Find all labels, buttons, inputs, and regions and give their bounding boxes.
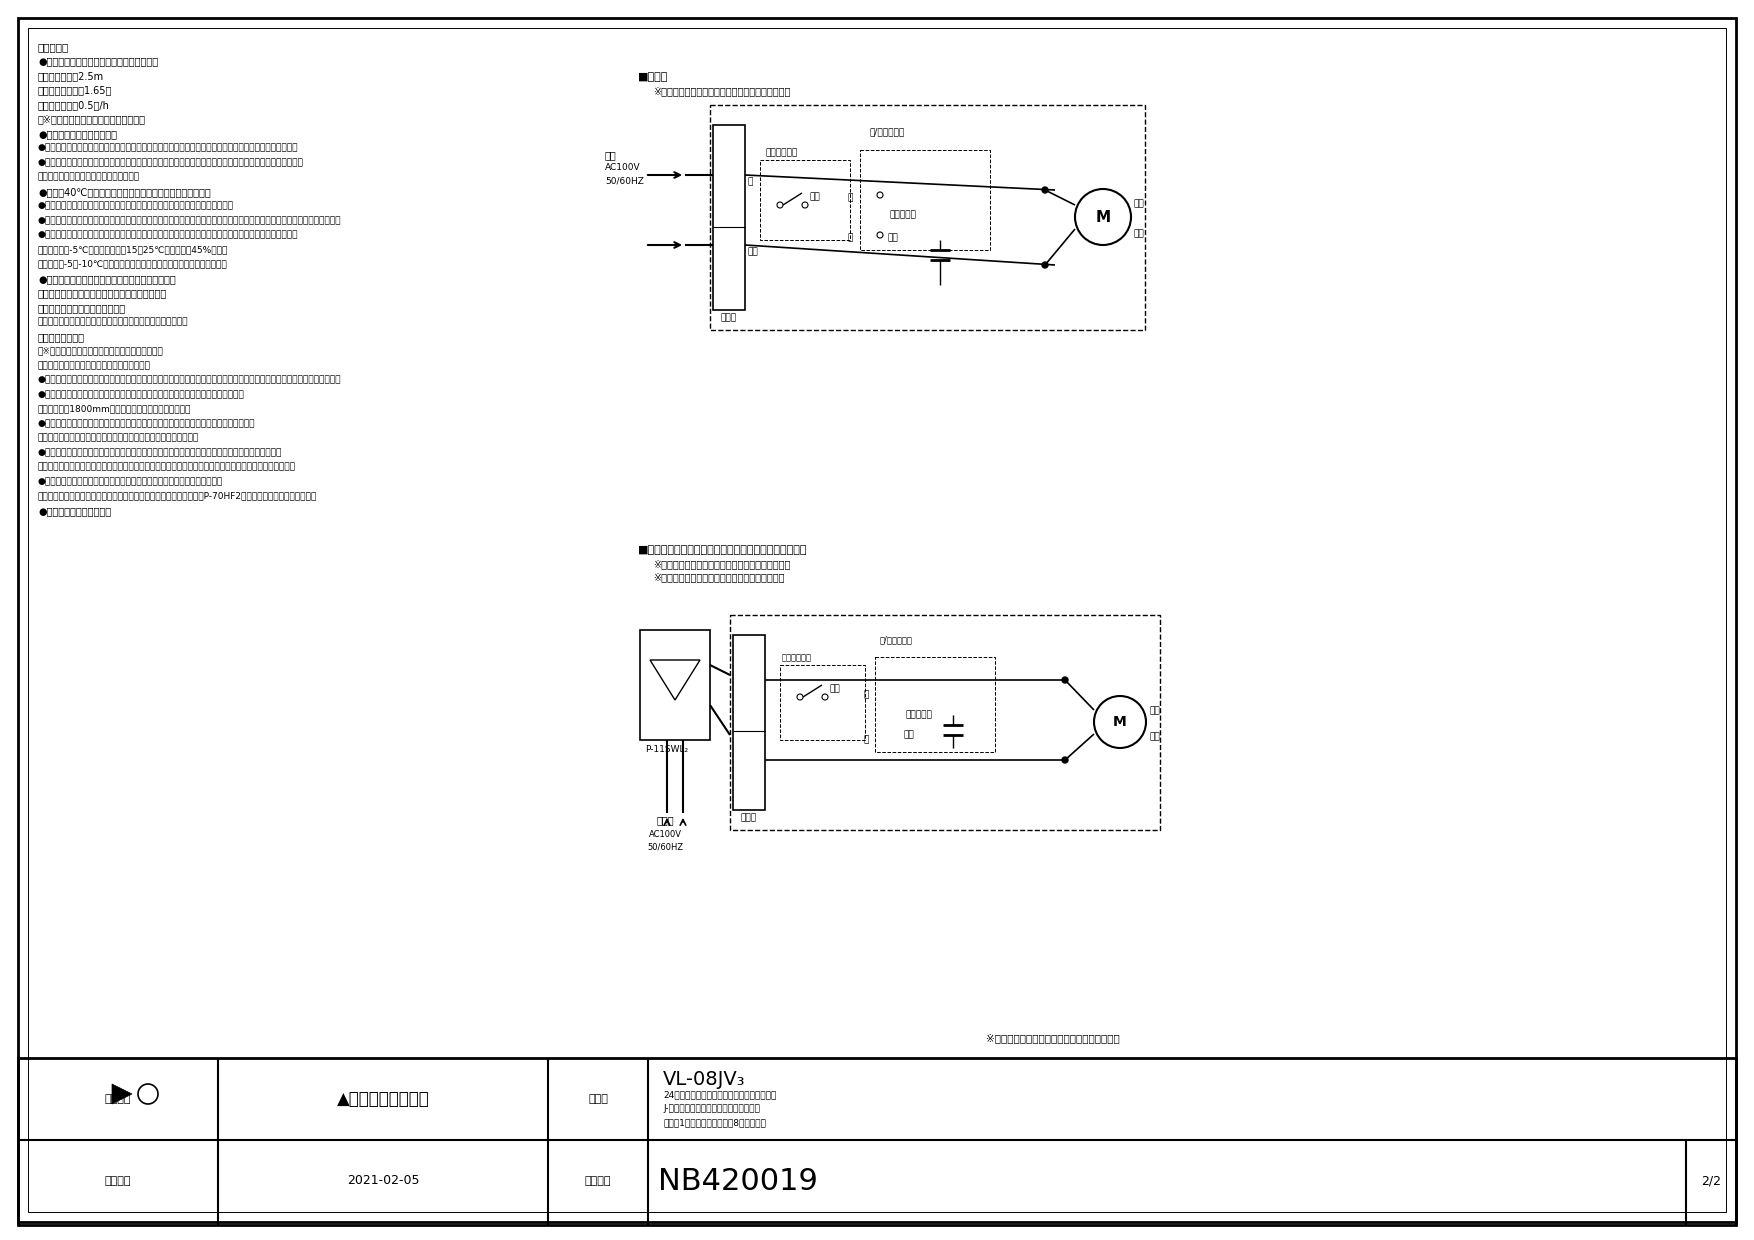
Text: ※強弱の切換は本体スイッチをご使用ください。: ※強弱の切換は本体スイッチをご使用ください。 — [652, 572, 784, 582]
Text: 整理番号: 整理番号 — [584, 1176, 610, 1185]
Text: ※寒冷地では使用しないでください。: ※寒冷地では使用しないでください。 — [39, 114, 146, 124]
Text: ・外気温が低いときや、雪や風、雨の強いとき: ・外気温が低いときや、雪や風、雨の強いとき — [39, 289, 167, 299]
Text: アカ: アカ — [747, 247, 758, 255]
Text: ●高温（40℃以上）になる場所には装付けないでください。: ●高温（40℃以上）になる場所には装付けないでください。 — [39, 187, 210, 197]
Text: ・換気回数：0.5回/h: ・換気回数：0.5回/h — [39, 100, 111, 110]
Text: ※仕様は場合により変演することがあります。: ※仕様は場合により変演することがあります。 — [986, 1033, 1121, 1043]
Text: シロ: シロ — [1149, 706, 1159, 715]
Text: 電　源: 電 源 — [656, 815, 674, 825]
Bar — [759, 160, 851, 241]
Text: 弱: 弱 — [863, 735, 868, 744]
Text: ●下記のような場合は、運転を停止してください。: ●下記のような場合は、運転を停止してください。 — [39, 274, 175, 284]
Text: （室外温度-5℃以下・室内温度15～25℃・室内湿度45%以上）: （室外温度-5℃以下・室内温度15～25℃・室内湿度45%以上） — [39, 246, 228, 254]
Text: 形　名: 形 名 — [588, 1094, 609, 1104]
Text: 端子台: 端子台 — [721, 312, 737, 322]
Text: J-ファンロスナイミニ（準寒冷地仕様）: J-ファンロスナイミニ（準寒冷地仕様） — [663, 1104, 759, 1114]
Text: ※太線部分の結線はお客様にて施工してください。: ※太線部分の結線はお客様にて施工してください。 — [652, 86, 791, 95]
Text: 強/弱スイッチ: 強/弱スイッチ — [870, 126, 905, 136]
Text: ▲三菱電機株式会社: ▲三菱電機株式会社 — [337, 1090, 430, 1109]
Text: NB420019: NB420019 — [658, 1167, 817, 1195]
Text: ※上記条件以外、運転を停止しないでください。: ※上記条件以外、運転を停止しないでください。 — [39, 346, 163, 356]
Text: アカ: アカ — [1135, 229, 1145, 238]
Bar — [640, 630, 710, 740]
Text: VL-08JV₃: VL-08JV₃ — [663, 1070, 745, 1089]
Text: 電源スイッチ: 電源スイッチ — [782, 653, 812, 662]
Text: 強/弱スイッチ: 強/弱スイッチ — [881, 635, 912, 644]
Bar — [710, 105, 1145, 330]
Text: アカ: アカ — [1149, 732, 1159, 742]
Polygon shape — [112, 1084, 132, 1104]
Circle shape — [1061, 756, 1068, 763]
Text: 強: 強 — [847, 193, 854, 202]
Circle shape — [1042, 262, 1047, 268]
Text: AC100V: AC100V — [649, 830, 682, 839]
Text: （内蔵のフィルターに外気からのホコリなどを除去しますが、本体及び周辺が汚れることがあります。）: （内蔵のフィルターに外気からのホコリなどを除去しますが、本体及び周辺が汚れること… — [39, 463, 296, 471]
Text: ●台所など油煙の多い場所や有機溶剤がかかる場所には取付けないでください。: ●台所など油煙の多い場所や有機溶剤がかかる場所には取付けないでください。 — [39, 201, 233, 211]
Text: モモ: モモ — [830, 684, 840, 693]
Text: ●耗震構造ではありませんので浴室・洗面所等では使用しないでください。感電・故障の原因になります。: ●耗震構造ではありませんので浴室・洗面所等では使用しないでください。感電・故障の… — [39, 144, 298, 153]
Text: ●室外側給気口は、新鮮な空気が取り入れられる位置に設けてください。室内が酸欠になることがあります。: ●室外側給気口は、新鮮な空気が取り入れられる位置に設けてください。室内が酸欠にな… — [39, 157, 303, 167]
Text: 強: 強 — [863, 689, 868, 699]
Text: ●給気用フィルターは一部の小さな粒子や薙等が通過する場合があります。: ●給気用フィルターは一部の小さな粒子や薙等が通過する場合があります。 — [39, 477, 223, 486]
Bar — [18, 1058, 1736, 1225]
Text: シロ: シロ — [1135, 198, 1145, 208]
Text: 2021-02-05: 2021-02-05 — [347, 1174, 419, 1188]
Text: （ボイラー・暖などの排気ガスに注意）: （ボイラー・暖などの排気ガスに注意） — [39, 172, 140, 181]
Text: （近寝所に製品の運転音や冷風感を感じるおそれがあります。）: （近寝所に製品の運転音や冷風感を感じるおそれがあります。） — [39, 434, 200, 443]
Circle shape — [1042, 187, 1047, 193]
Text: ●下記環境下で長時間使用しますと、熱交換器が破損したり、本体から結露水が滴下することがあります。: ●下記環境下で長時間使用しますと、熱交換器が破損したり、本体から結露水が滴下する… — [39, 231, 298, 239]
Text: 作成日付: 作成日付 — [105, 1176, 132, 1185]
Text: P-11SWL₂: P-11SWL₂ — [645, 745, 688, 754]
Text: ●温暖地でも使用できます。: ●温暖地でも使用できます。 — [39, 129, 118, 139]
Text: （ご注意）: （ご注意） — [39, 42, 68, 52]
Circle shape — [1061, 677, 1068, 683]
Text: キ: キ — [747, 177, 752, 186]
Text: （給気とともに水、雪が浸入し、水垂れの原因になります）: （給気とともに水、雪が浸入し、水垂れの原因になります） — [39, 317, 188, 326]
Text: アオ: アオ — [888, 233, 898, 242]
Text: 弱: 弱 — [847, 233, 854, 242]
Text: 電源スイッチ: 電源スイッチ — [765, 148, 798, 157]
Text: M: M — [1114, 715, 1126, 729]
Bar — [859, 150, 989, 250]
Text: コンデンサ: コンデンサ — [889, 210, 917, 219]
Text: モモ: モモ — [810, 192, 821, 201]
Text: 50/60HZ: 50/60HZ — [605, 176, 644, 185]
Text: ●適用最数設定は下記の数値に基づきます。: ●適用最数設定は下記の数値に基づきます。 — [39, 57, 158, 67]
Text: ■結線図: ■結線図 — [638, 72, 668, 82]
Text: ※太線部分の結線はお客様にて施工してください。: ※太線部分の結線はお客様にて施工してください。 — [652, 559, 791, 569]
Text: 室外温度-5～-10℃を目安に「寒いとき運転」モードで使用できます。: 室外温度-5～-10℃を目安に「寒いとき運転」モードで使用できます。 — [39, 259, 228, 269]
Text: （一時停止後は、運転を再開してください）: （一時停止後は、運転を再開してください） — [39, 361, 151, 370]
Text: M: M — [1096, 210, 1110, 224]
Bar — [875, 657, 995, 751]
Text: 端子台: 端子台 — [740, 813, 758, 822]
Bar — [781, 665, 865, 740]
Text: アオ: アオ — [903, 730, 914, 739]
Text: ・天井高さ：2.5m: ・天井高さ：2.5m — [39, 71, 103, 81]
Text: ■入切操作を壁スイッチで行なう場合の結線図（参考）: ■入切操作を壁スイッチで行なう場合の結線図（参考） — [638, 546, 807, 556]
Text: より捕集効率を高めるためには、別売の高性能除じんフィルター（P-70HF2）のご使用をおすすめします。: より捕集効率を高めるためには、別売の高性能除じんフィルター（P-70HF2）のご… — [39, 491, 317, 501]
Text: ・１畏床面積：1.65㎡: ・１畏床面積：1.65㎡ — [39, 86, 112, 95]
Text: （壁埋1パイプ取付タイプ・8畳以下用）: （壁埋1パイプ取付タイプ・8畳以下用） — [663, 1118, 766, 1127]
Text: ・清掸・点検時: ・清掸・点検時 — [39, 332, 84, 342]
Bar — [730, 615, 1159, 830]
Text: ●タテ取付はできません。: ●タテ取付はできません。 — [39, 506, 111, 516]
Bar — [712, 125, 745, 310]
Text: AC100V: AC100V — [605, 162, 640, 172]
Text: ●ベッドの設置場所に配慮し、製品はベッドから離して設置することをおすすめします。: ●ベッドの設置場所に配慮し、製品はベッドから離して設置することをおすすめします。 — [39, 419, 256, 428]
Text: ●この製品は高所据付用です。またメンテナンスができる位置に装付けてください。: ●この製品は高所据付用です。またメンテナンスができる位置に装付けてください。 — [39, 391, 246, 399]
Text: ●内蔵のフィルターがホコリなどで目詰まりしますので、掸除のしやすい場所に設置してください。: ●内蔵のフィルターがホコリなどで目詰まりしますので、掸除のしやすい場所に設置して… — [39, 448, 282, 458]
Text: 2/2: 2/2 — [1701, 1174, 1721, 1188]
Text: コンデンサ: コンデンサ — [905, 711, 931, 719]
Text: ・露の多いときや、積雪のとき: ・露の多いときや、積雪のとき — [39, 303, 126, 312]
Text: （床面より1800mm以上のメンテナンスに能な位置）: （床面より1800mm以上のメンテナンスに能な位置） — [39, 404, 191, 413]
Text: ●雨水・雪の直接かかる場所では水や雪が浸入することがありますので必ず指定のシステム部材と組合せてご使用ください。: ●雨水・雪の直接かかる場所では水や雪が浸入することがありますので必ず指定のシステ… — [39, 216, 342, 224]
Text: 第三角法: 第三角法 — [105, 1094, 132, 1104]
Text: 電源: 電源 — [605, 150, 617, 160]
Text: 50/60HZ: 50/60HZ — [647, 842, 682, 851]
Bar — [733, 635, 765, 810]
Text: ●新築住宅で、建材などからの発塗量が多いと、パネル表面に水滴が付くことがありますので布などで拭き取ってください。: ●新築住宅で、建材などからの発塗量が多いと、パネル表面に水滴が付くことがあります… — [39, 376, 342, 384]
Text: 24時間同時給排気形熱交換＜熱交換タイプ＞: 24時間同時給排気形熱交換＜熱交換タイプ＞ — [663, 1090, 777, 1099]
